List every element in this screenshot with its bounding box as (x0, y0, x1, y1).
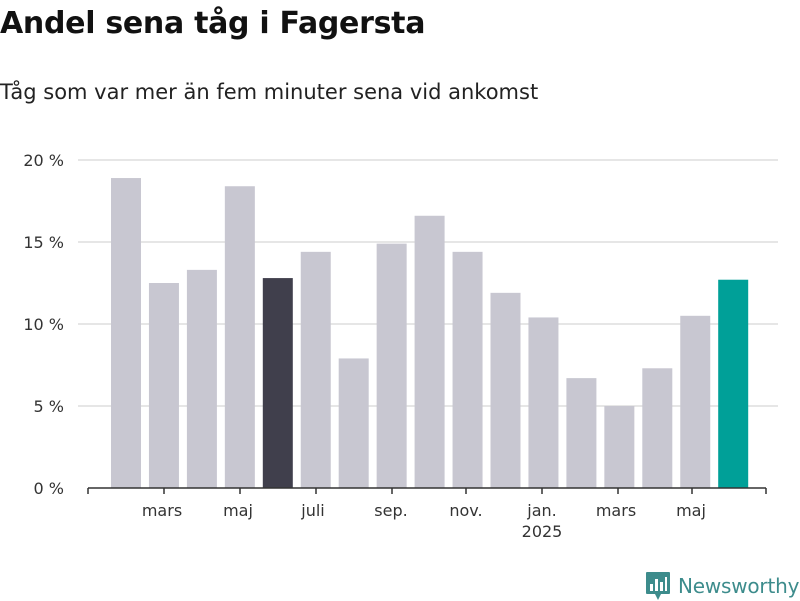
bar (300, 251, 331, 488)
x-tick-label: maj (223, 501, 253, 520)
y-tick-label: 0 % (34, 479, 64, 498)
y-tick-label: 10 % (23, 315, 64, 334)
bar (376, 243, 407, 488)
x-tick-label: sep. (374, 501, 407, 520)
x-axis-labels: mars maj juli sep. nov. jan. mars maj 2025 (142, 501, 706, 541)
bar (718, 279, 749, 488)
bar (262, 278, 293, 488)
bar (566, 378, 597, 488)
x-tick-label: mars (596, 501, 636, 520)
bar (224, 186, 255, 489)
brand-name: Newsworthy (678, 574, 800, 598)
bar (414, 215, 445, 488)
bar (186, 269, 217, 488)
x-year-label: 2025 (522, 522, 563, 541)
bar (111, 178, 141, 489)
x-tick-label: mars (142, 501, 182, 520)
y-tick-label: 5 % (34, 397, 64, 416)
newsworthy-logo: Newsworthy (645, 571, 799, 601)
x-tick-label: juli (300, 501, 324, 520)
newsworthy-logo-icon (646, 572, 670, 600)
bar (452, 251, 483, 488)
y-axis-labels: 0 % 5 % 10 % 15 % 20 % (23, 151, 64, 498)
x-tick-label: jan. (526, 501, 556, 520)
bar (490, 292, 521, 488)
bar (148, 283, 179, 488)
chart-title: Andel sena tåg i Fagersta (0, 6, 426, 41)
bars (111, 178, 749, 489)
x-axis (87, 487, 767, 494)
x-tick-label: maj (676, 501, 706, 520)
y-tick-label: 15 % (23, 233, 64, 252)
x-tick-label: nov. (449, 501, 482, 520)
bar-chart: 0 % 5 % 10 % 15 % 20 % mars maj juli sep. nov. ja… (23, 151, 778, 541)
bar (528, 317, 559, 488)
bar (642, 368, 673, 488)
bar (604, 406, 635, 488)
chart-subtitle: Tåg som var mer än fem minuter sena vid … (0, 80, 539, 104)
y-tick-label: 20 % (23, 151, 64, 170)
bar (680, 315, 711, 488)
bar (338, 358, 369, 488)
